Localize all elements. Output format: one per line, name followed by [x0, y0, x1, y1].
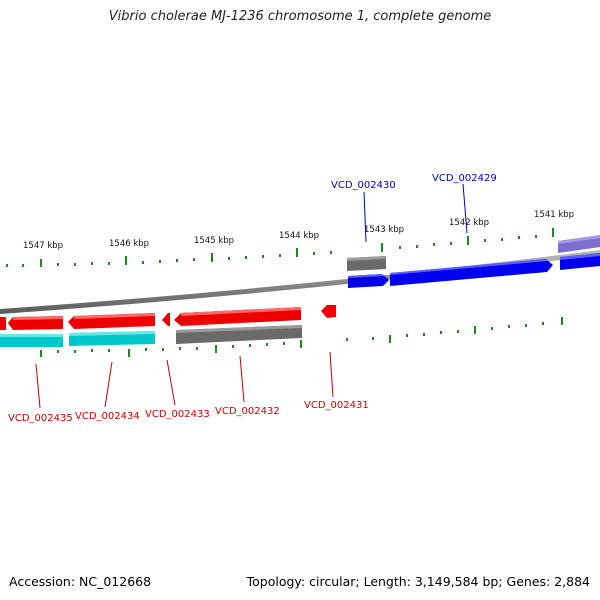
- scale-labels: 1547 kbp 1546 kbp 1545 kbp 1544 kbp 1543…: [23, 210, 574, 251]
- cds-vcd-002432[interactable]: [174, 307, 301, 326]
- rna-feature-1[interactable]: [0, 334, 63, 347]
- scale-label-1547: 1547 kbp: [23, 241, 63, 251]
- scale-label-1541: 1541 kbp: [534, 210, 574, 220]
- cds-vcd-002430[interactable]: [348, 274, 389, 288]
- scale-label-1544: 1544 kbp: [279, 231, 319, 241]
- gene-label-vcd-002432: VCD_002432: [215, 406, 280, 417]
- scale-label-1545: 1545 kbp: [194, 236, 234, 246]
- genome-stats-text: Topology: circular; Length: 3,149,584 bp…: [246, 574, 590, 589]
- inner-scale-ticks: [40, 317, 563, 357]
- label-leaders: [35, 183, 468, 409]
- reverse-features: [0, 305, 336, 347]
- cds-vcd-002429[interactable]: [390, 259, 553, 286]
- forward-features: [347, 235, 600, 288]
- chromosome-backbone: [0, 250, 600, 314]
- gene-label-vcd-002434: VCD_002434: [75, 411, 140, 422]
- gene-labels: VCD_002430 VCD_002429 VCD_002435 VCD_002…: [8, 173, 497, 424]
- scale-label-1546: 1546 kbp: [109, 239, 149, 249]
- gene-label-vcd-002433: VCD_002433: [145, 409, 210, 420]
- scale-label-1542: 1542 kbp: [449, 218, 489, 228]
- gene-label-vcd-002430: VCD_002430: [331, 180, 396, 191]
- gene-label-vcd-002435: VCD_002435: [8, 413, 73, 424]
- scale-label-1543: 1543 kbp: [364, 225, 404, 235]
- cds-vcd-002433[interactable]: [162, 313, 170, 326]
- gene-label-vcd-002429: VCD_002429: [432, 173, 497, 184]
- outer-scale-ticks: [6, 228, 554, 267]
- accession-text: Accession: NC_012668: [9, 574, 152, 589]
- cds-edge-left[interactable]: [0, 317, 6, 330]
- map-title: Vibrio cholerae MJ-1236 chromosome 1, co…: [108, 9, 492, 24]
- cds-vcd-002431[interactable]: [321, 305, 336, 318]
- gene-label-vcd-002431: VCD_002431: [304, 400, 369, 411]
